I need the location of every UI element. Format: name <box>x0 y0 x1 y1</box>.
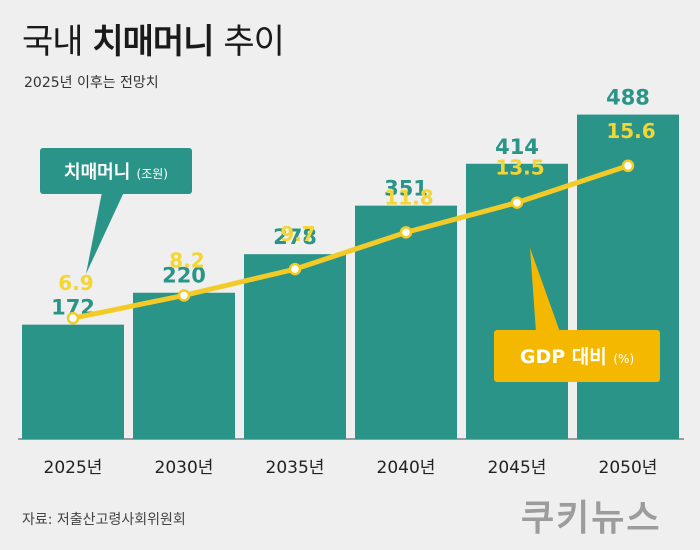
source-note: 자료: 저출산고령사회위원회 <box>22 512 186 528</box>
bar-value-label: 488 <box>606 86 650 110</box>
bar <box>133 292 235 439</box>
bar <box>355 205 457 439</box>
x-tick-label: 2025년 <box>44 458 103 478</box>
chart-subtitle: 2025년 이후는 전망치 <box>24 75 159 91</box>
line-point <box>177 289 191 302</box>
bar-value-label: 414 <box>495 135 539 159</box>
line-point <box>621 159 635 173</box>
bar-legend-unit: (조원) <box>137 167 168 181</box>
bar-value-label: 278 <box>273 225 317 249</box>
x-tick-label: 2030년 <box>155 458 214 478</box>
bar-legend-label: 치매머니 (조원) <box>64 162 168 183</box>
line-legend-label: GDP 대비 (%) <box>520 346 634 368</box>
brand-logo: 쿠키뉴스 <box>521 498 662 539</box>
x-tick-label: 2045년 <box>488 458 547 478</box>
line-point <box>510 196 524 209</box>
line-legend-callout <box>494 330 660 382</box>
bar-value-label: 220 <box>162 264 206 288</box>
bar <box>22 324 124 439</box>
line-value-label: 15.6 <box>606 119 655 143</box>
line-legend-pointer <box>530 248 560 332</box>
bar-legend-callout <box>40 148 192 194</box>
line-legend-name: GDP 대비 <box>520 346 613 368</box>
x-tick-label: 2050년 <box>599 458 658 478</box>
title-suffix: 추이 <box>223 22 285 62</box>
bar <box>244 254 346 439</box>
title-prefix: 국내 <box>22 22 84 62</box>
bar-value-label: 351 <box>384 177 428 201</box>
line-value-label: 8.2 <box>169 248 204 272</box>
line-value-label: 6.9 <box>58 271 93 295</box>
line-value-label: 13.5 <box>495 156 544 180</box>
line-point <box>399 226 413 239</box>
line-legend-unit: (%) <box>613 352 634 366</box>
line-value-label: 11.8 <box>384 185 433 209</box>
bar-legend-pointer <box>86 192 124 274</box>
bar-legend-name: 치매머니 <box>64 162 137 183</box>
x-tick-label: 2040년 <box>377 458 436 478</box>
title-bold: 치매머니 <box>92 22 214 62</box>
line-series <box>72 163 629 321</box>
x-tick-label: 2035년 <box>266 458 325 478</box>
chart-title: 국내 치매머니 추이 <box>22 14 285 63</box>
line-value-label: 9.7 <box>280 222 315 246</box>
line-point <box>288 262 302 276</box>
line-point <box>66 311 80 325</box>
